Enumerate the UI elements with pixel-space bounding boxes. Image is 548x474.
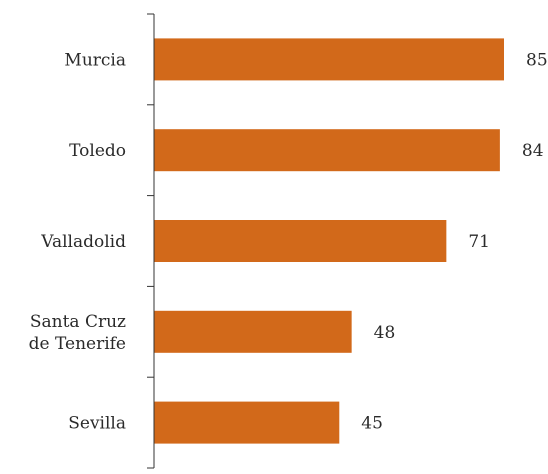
category-label-line: Valladolid: [40, 232, 126, 252]
category-labels: Murcia Toledo Valladolid Santa Cruz de Tener…: [29, 50, 126, 433]
value-labels: 85 84 71 48 45: [361, 50, 547, 433]
bars-layer: [154, 38, 504, 444]
value-label-1: 84: [522, 141, 544, 161]
category-label-line: de Tenerife: [29, 334, 126, 354]
value-label-4: 45: [361, 414, 383, 434]
category-label-1: Toledo: [69, 141, 126, 161]
bar-2: [154, 220, 447, 262]
category-label-4: Sevilla: [68, 414, 126, 434]
category-label-2: Valladolid: [40, 232, 126, 252]
category-label-line: Sevilla: [68, 414, 126, 434]
category-label-line: Toledo: [69, 141, 126, 161]
category-label-line: Santa Cruz: [30, 312, 126, 332]
value-label-0: 85: [526, 50, 548, 70]
category-label-3: Santa Cruz de Tenerife: [29, 312, 126, 354]
bar-4: [154, 401, 340, 444]
bar-0: [154, 38, 504, 81]
value-label-2: 71: [468, 232, 490, 252]
category-label-line: Murcia: [64, 50, 126, 70]
bar-1: [154, 129, 500, 172]
value-label-3: 48: [374, 323, 396, 343]
bar-3: [154, 310, 352, 353]
y-axis: [147, 13, 155, 469]
category-label-0: Murcia: [64, 50, 126, 70]
